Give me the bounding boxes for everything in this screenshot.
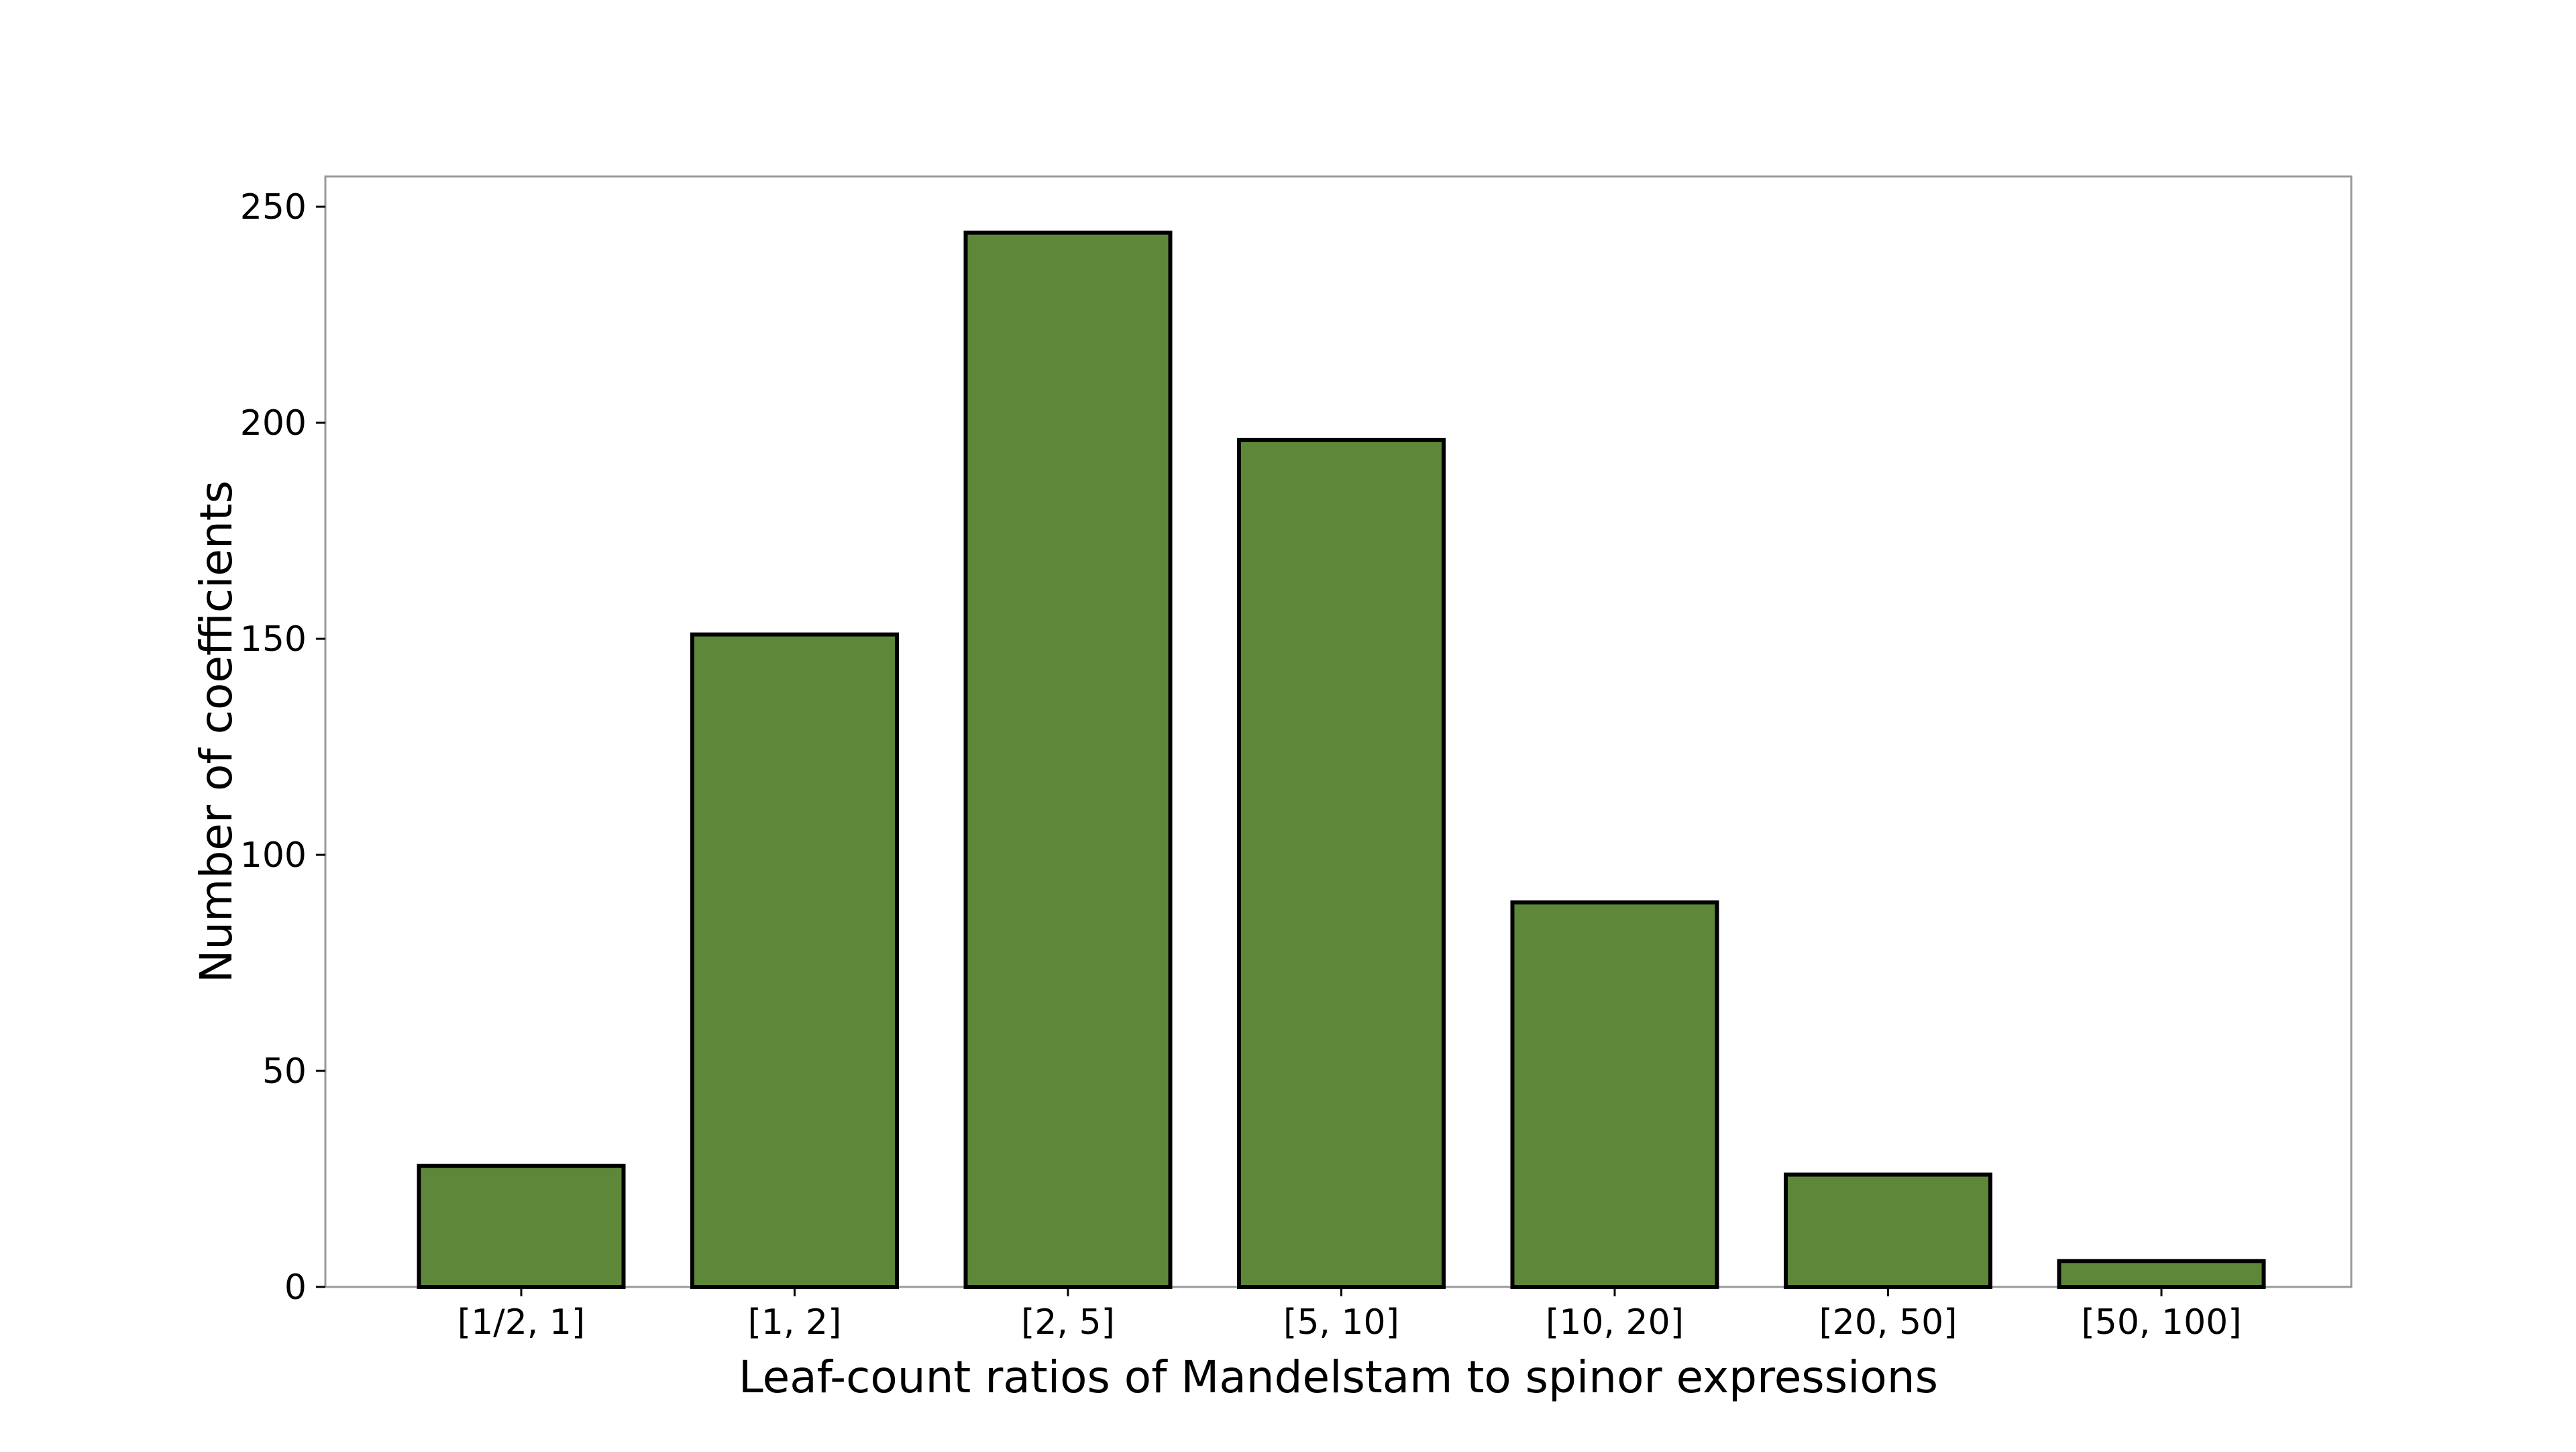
y-tick-label: 100 [240,835,307,876]
y-tick-label: 250 [240,187,307,227]
y-tick-label: 200 [240,403,307,444]
y-tick-label: 150 [240,619,307,660]
x-tick-label: [50, 100] [2081,1302,2241,1343]
x-tick-label: [10, 20] [1546,1302,1684,1343]
y-tick-label: 50 [262,1051,307,1092]
x-tick-label: [1/2, 1] [458,1302,585,1343]
x-tick-label: [20, 50] [1819,1302,1957,1343]
x-axis-label: Leaf-count ratios of Mandelstam to spino… [739,1351,1938,1403]
bar [1510,900,1719,1289]
bar [2057,1259,2266,1289]
x-tick-label: [1, 2] [748,1302,842,1343]
bar [417,1163,626,1289]
bar [690,632,899,1289]
y-axis-label: Number of coefficients [191,480,242,983]
y-tick-label: 0 [284,1267,307,1308]
bar [1784,1172,1992,1290]
bar [1237,437,1446,1289]
x-tick-label: [5, 10] [1283,1302,1399,1343]
bar [963,230,1173,1289]
x-tick-label: [2, 5] [1021,1302,1115,1343]
